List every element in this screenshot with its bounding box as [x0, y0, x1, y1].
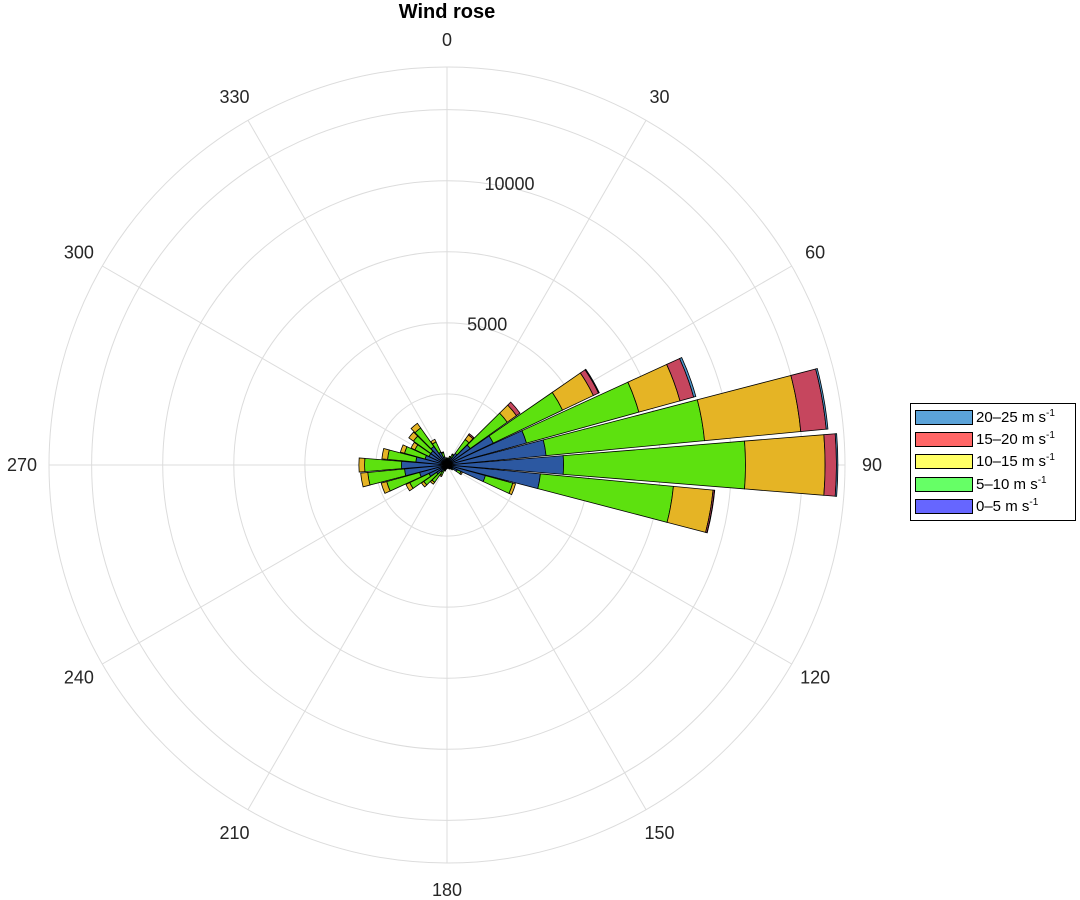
angle-tick-labels: 0 30 60 90 120 150 180 210 240 270 300 330 [7, 30, 882, 900]
grid-spoke [247, 120, 448, 466]
grid-spoke [446, 464, 647, 810]
radial-tick-labels: 5000 10000 [467, 174, 534, 334]
bar-segment [380, 481, 391, 494]
bar-segment [584, 368, 600, 394]
angle-tick-label: 300 [64, 243, 94, 263]
bar-segment [679, 357, 697, 398]
bar-segment [405, 482, 414, 492]
legend-label: 10–15 m s-1 [976, 452, 1055, 471]
angle-tick-label: 120 [800, 668, 830, 688]
angle-tick-label: 60 [805, 243, 825, 263]
legend-swatch [915, 499, 973, 515]
chart-title: Wind rose [399, 1, 496, 23]
grid-spoke [102, 265, 448, 466]
angle-tick-label: 180 [432, 880, 462, 900]
angle-tick-label: 0 [442, 30, 452, 50]
bar-segment [358, 457, 366, 473]
angle-tick-label: 210 [219, 823, 249, 843]
legend-swatch [915, 409, 973, 425]
bar-segment [408, 431, 419, 442]
bar-segment [706, 489, 716, 534]
legend-swatch [915, 432, 973, 448]
grid-spoke [102, 464, 448, 665]
grid-spoke [247, 464, 448, 810]
angle-tick-label: 330 [219, 87, 249, 107]
legend-label: 20–25 m s-1 [976, 407, 1055, 426]
grid-spoke [446, 120, 647, 466]
angle-tick-label: 270 [7, 455, 37, 475]
bar-segment [420, 480, 428, 488]
angle-tick-label: 30 [649, 87, 669, 107]
bar-segment [430, 438, 437, 445]
legend: 20–25 m s-1 15–20 m s-1 10–15 m s-1 5–10 m … [910, 403, 1076, 521]
bar-segment [696, 374, 802, 442]
legend-item: 0–5 m s-1 [915, 496, 1071, 518]
bar-segment [507, 401, 521, 417]
bar-segment [459, 471, 463, 476]
grid-spoke [446, 464, 792, 665]
legend-item: 10–15 m s-1 [915, 451, 1071, 473]
bar-segment [360, 472, 371, 488]
bar-segment [467, 433, 475, 440]
radial-tick-label: 10000 [484, 174, 534, 194]
legend-label: 0–5 m s-1 [976, 497, 1039, 516]
bar-segment [666, 485, 714, 533]
legend-item: 5–10 m s-1 [915, 473, 1071, 495]
bar-segment [381, 448, 390, 460]
bar-segment [410, 422, 422, 434]
legend-swatch [915, 476, 973, 492]
legend-swatch [915, 454, 973, 470]
bar-segment [440, 451, 445, 454]
legend-item: 20–25 m s-1 [915, 406, 1071, 428]
legend-item: 15–20 m s-1 [915, 428, 1071, 450]
angle-tick-label: 90 [862, 455, 882, 475]
legend-label: 5–10 m s-1 [976, 474, 1047, 493]
bar-segment [823, 433, 837, 497]
angle-tick-label: 240 [64, 668, 94, 688]
bar-segment [815, 368, 829, 430]
angle-tick-label: 150 [644, 823, 674, 843]
bar-segment [834, 433, 839, 497]
bar-segment [444, 457, 447, 460]
bar-segment [399, 444, 408, 454]
bar-segment [450, 467, 454, 471]
bar-segment [410, 441, 419, 451]
bar-segment [744, 434, 826, 496]
wind-rose-bars [358, 357, 839, 534]
legend-label: 15–20 m s-1 [976, 430, 1055, 449]
bar-segment [508, 482, 517, 496]
radial-tick-label: 5000 [467, 315, 507, 335]
